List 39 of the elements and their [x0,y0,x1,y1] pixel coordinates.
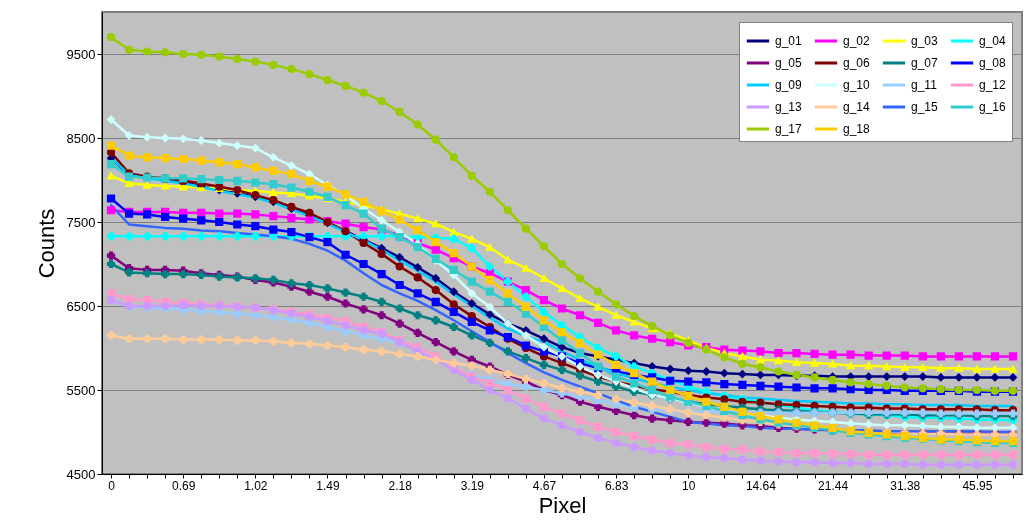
x-tick-label: 0.69 [172,478,196,493]
x-tick-label: 2.18 [388,478,413,493]
y-tick-label: 9500 [66,46,96,62]
y-tick-label: 4500 [66,466,96,482]
x-axis-title: Pixel [538,492,587,518]
y-tick-label: 7500 [66,214,96,230]
legend-label: g_07 [911,56,939,70]
y-tick-label: 8500 [66,130,96,146]
legend-label: g_08 [979,56,1007,70]
x-tick-label: 1.02 [244,478,268,493]
x-tick-label: 21.44 [818,478,849,493]
legend-label: g_17 [775,122,803,136]
x-tick-label: 4.67 [532,478,557,493]
legend-label: g_12 [979,78,1007,92]
legend-label: g_06 [843,56,871,70]
legend-label: g_09 [775,78,803,92]
legend-label: g_05 [775,56,803,70]
legend-label: g_03 [911,34,939,48]
legend-label: g_15 [911,100,939,114]
legend-label: g_11 [911,78,938,92]
legend-label: g_18 [843,122,871,136]
y-tick-label: 6500 [66,298,96,314]
y-axis-title: Counts [33,208,59,279]
legend-label: g_02 [843,34,871,48]
legend-label: g_01 [775,34,803,48]
x-tick-label: 0 [108,478,116,493]
legend-label: g_13 [775,100,803,114]
legend-label: g_10 [843,78,871,92]
x-tick-label: 3.19 [460,478,485,493]
x-tick-label: 10 [682,478,696,493]
x-tick-label: 14.64 [745,478,777,493]
legend-label: g_16 [979,100,1007,114]
x-tick-label: 1.49 [316,478,340,493]
legend-label: g_04 [979,34,1007,48]
y-tick-label: 5500 [66,382,96,398]
x-tick-label: 31.38 [890,478,921,493]
x-tick-label: 45.95 [962,478,993,493]
x-tick-label: 6.83 [604,478,629,493]
legend-label: g_14 [843,100,871,114]
